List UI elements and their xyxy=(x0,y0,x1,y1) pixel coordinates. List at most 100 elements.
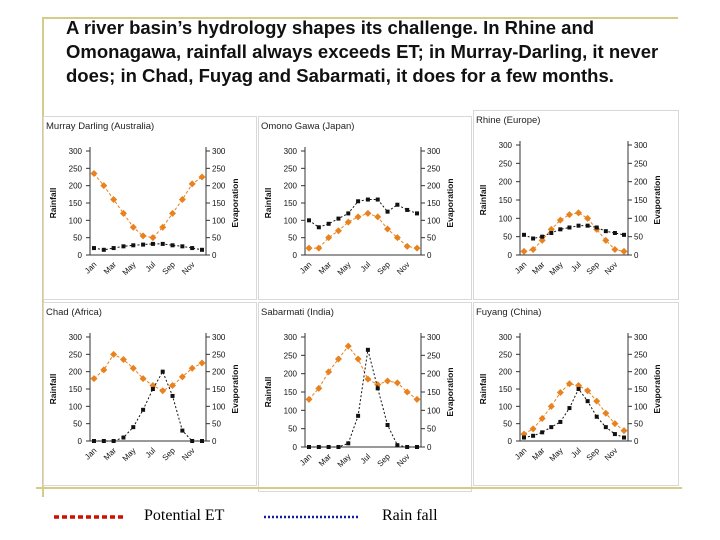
chart4-ytick-label: 150 xyxy=(69,385,83,394)
chart2-et-point xyxy=(305,244,313,252)
chart5-xtick-label: Jul xyxy=(359,452,373,466)
chart6-y2tick-label: 100 xyxy=(634,402,648,411)
chart4-et-point xyxy=(178,373,186,381)
chart3-rain-point xyxy=(576,223,581,228)
chart6-ytick-label: 50 xyxy=(503,420,512,429)
chart1-ylabel: Rainfall xyxy=(48,188,58,219)
chart5-et-line xyxy=(308,345,418,400)
chart5-ytick-label: 100 xyxy=(284,406,298,415)
chart6-et-point xyxy=(565,380,573,388)
chart1-rain-point xyxy=(160,241,165,246)
chart1-rain-point xyxy=(170,243,175,248)
chart2-ytick-label: 0 xyxy=(293,251,298,260)
chart4-y2tick-label: 100 xyxy=(212,402,226,411)
chart3-ytick-label: 50 xyxy=(503,233,512,242)
chart4-y2tick-label: 50 xyxy=(212,420,221,429)
chart2-rain-point xyxy=(316,225,321,230)
chart3-et-point xyxy=(529,246,537,253)
chart3-et-point xyxy=(575,209,583,217)
chart5-xtick-label: Nov xyxy=(395,452,411,468)
chart4-ytick-label: 50 xyxy=(73,420,82,429)
chart3-y2label: Evaporation xyxy=(652,175,662,224)
chart2-rain-point xyxy=(415,211,419,216)
chart3-et-point xyxy=(584,214,592,222)
chart6-y2tick-label: 250 xyxy=(634,350,648,359)
chart3-et-point xyxy=(556,216,564,224)
chart5-y2tick-label: 0 xyxy=(427,443,432,452)
chart5-y2tick-label: 200 xyxy=(427,370,441,379)
chart1-ytick-label: 50 xyxy=(73,234,82,243)
chart6-xtick-label: Nov xyxy=(603,446,619,462)
chart-chad: Chad (Africa) 0 50 100 150 200 250 300 0 50 100 150… xyxy=(46,307,240,463)
chart4-rain-point xyxy=(141,407,146,412)
chart1-xtick-label: Sep xyxy=(161,260,178,277)
chart3-y2tick-label: 200 xyxy=(634,178,648,187)
chart4-xtick-label: Sep xyxy=(161,446,178,463)
legend-rain-line xyxy=(264,515,360,519)
chart6-rain-point xyxy=(585,399,590,404)
chart1-xtick-label: Mar xyxy=(102,260,118,276)
chart2-et-point xyxy=(334,227,342,235)
chart2-rain-point xyxy=(356,199,361,204)
chart6-et-point xyxy=(593,397,601,405)
chart1-rain-point xyxy=(141,242,146,247)
chart2-y2tick-label: 300 xyxy=(427,147,441,156)
chart6-et-point xyxy=(547,402,555,410)
chart1-et-point xyxy=(110,196,118,204)
chart4-y2tick-label: 150 xyxy=(212,385,226,394)
chart5-et-point xyxy=(334,355,342,363)
chart1-y2tick-label: 0 xyxy=(212,251,217,260)
chart4-et-point xyxy=(188,364,196,372)
chart4-ytick-label: 200 xyxy=(69,368,83,377)
chart3-rain-point xyxy=(612,231,617,235)
chart6-ytick-label: 200 xyxy=(499,368,513,377)
chart1-et-point xyxy=(188,180,196,188)
chart1-ytick-label: 300 xyxy=(69,147,83,156)
chart4-rain-point xyxy=(190,439,195,443)
chart5-et-point xyxy=(403,388,411,396)
chart5-xtick-label: Jan xyxy=(298,452,313,467)
chart6-et-point xyxy=(584,387,592,395)
chart1-y2tick-label: 250 xyxy=(212,164,226,173)
chart2-rain-point xyxy=(385,209,390,214)
chart5-xtick-label: Sep xyxy=(376,452,393,469)
top-divider xyxy=(42,17,678,19)
chart5-y2tick-label: 100 xyxy=(427,406,441,415)
chart2-y2label: Evaporation xyxy=(445,178,455,227)
chart5-rain-point xyxy=(326,445,331,449)
chart2-rain-point xyxy=(405,207,410,212)
chart6-rain-point xyxy=(622,435,626,440)
chart3-ytick-label: 200 xyxy=(499,178,513,187)
chart3-ytick-label: 150 xyxy=(499,196,513,205)
chart4-xtick-label: Nov xyxy=(180,446,196,462)
chart6-ytick-label: 100 xyxy=(499,402,513,411)
chart2-ytick-label: 50 xyxy=(288,234,297,243)
chart6-xtick-label: Jan xyxy=(513,446,528,461)
chart5-rain-point xyxy=(375,386,380,391)
chart4-y2tick-label: 300 xyxy=(212,333,226,342)
chart3-xtick-label: May xyxy=(548,260,565,277)
chart6-xtick-label: Sep xyxy=(585,446,602,463)
chart6-ylabel: Rainfall xyxy=(478,374,488,405)
chart3-rain-point xyxy=(522,232,526,237)
chart6-rain-point xyxy=(549,425,554,430)
chart4-et-line xyxy=(93,353,203,392)
chart6-y2label: Evaporation xyxy=(652,364,662,413)
chart2-y2tick-label: 0 xyxy=(427,251,432,260)
chart4-et-point xyxy=(119,356,127,364)
chart6-et-point xyxy=(611,420,619,428)
chart1-ytick-label: 200 xyxy=(69,182,83,191)
chart5-ytick-label: 50 xyxy=(288,425,297,434)
chart1-et-point xyxy=(139,232,147,240)
chart3-xtick-label: Jan xyxy=(513,260,528,275)
chart2-et-point xyxy=(315,244,323,252)
chart3-et-point xyxy=(620,247,628,255)
chart5-rain-point xyxy=(405,445,410,449)
slide-title: A river basin’s hydrology shapes its cha… xyxy=(66,17,659,86)
chart1-rain-point xyxy=(190,246,195,251)
chart1-y2tick-label: 300 xyxy=(212,147,226,156)
chart6-xtick-label: Mar xyxy=(530,446,546,462)
chart1-rain-line xyxy=(93,243,203,251)
chart1-ytick-label: 0 xyxy=(78,251,83,260)
chart2-et-point xyxy=(393,234,401,242)
